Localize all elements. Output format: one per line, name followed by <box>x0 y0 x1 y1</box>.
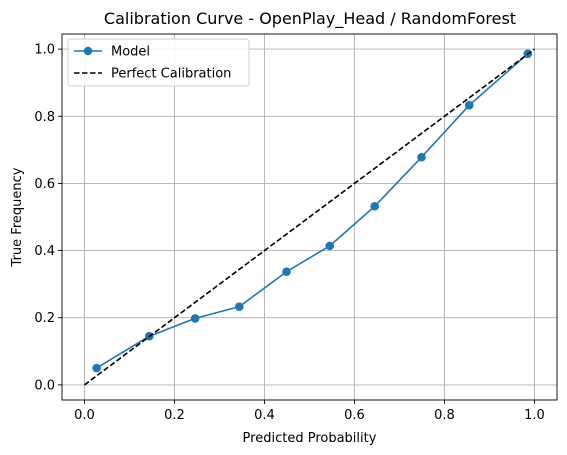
plot-frame <box>61 33 558 401</box>
legend-label-model: Model <box>111 45 150 60</box>
y-tick-label: 0.0 <box>34 378 55 393</box>
y-tick-label: 1.0 <box>34 43 55 58</box>
x-tick-label: 0.6 <box>344 408 365 423</box>
series-model-point <box>282 267 291 277</box>
y-tick-label: 0.6 <box>34 177 55 192</box>
series-layer <box>84 48 535 386</box>
series-model-line <box>96 53 529 369</box>
series-model-point <box>235 302 244 311</box>
series-model-point <box>370 201 380 211</box>
y-tick-label: 0.8 <box>34 110 55 125</box>
y-tick-label: 0.2 <box>34 311 55 326</box>
x-tick-label: 0.0 <box>74 408 95 423</box>
series-model-point <box>464 100 474 110</box>
grid-lines <box>62 34 557 400</box>
x-tick-label: 0.2 <box>164 408 185 423</box>
series-model-point <box>325 241 335 251</box>
series-model-point <box>190 314 200 323</box>
y-tick-label: 0.4 <box>34 244 55 259</box>
x-tick-label: 1.0 <box>524 408 545 423</box>
y-axis-label: True Frequency <box>10 167 25 267</box>
x-tick-label: 0.8 <box>434 408 455 423</box>
legend-model-marker <box>83 46 93 56</box>
legend-label-perfect: Perfect Calibration <box>111 67 231 82</box>
legend-box <box>67 38 250 87</box>
series-model-point <box>417 152 426 162</box>
series-model-point <box>92 363 101 373</box>
tick-layer: 0.0 0.2 0.4 0.6 0.8 1.0 0.0 0.2 0.4 0.6 0.8 1.0 <box>34 43 545 423</box>
x-axis-label: Predicted Probability <box>243 431 377 446</box>
chart-title: Calibration Curve - OpenPlay_Head / Rand… <box>104 9 516 29</box>
series-perfect-calibration-line <box>84 48 535 386</box>
legend: Model Perfect Calibration <box>67 38 250 87</box>
x-tick-label: 0.4 <box>254 408 275 423</box>
